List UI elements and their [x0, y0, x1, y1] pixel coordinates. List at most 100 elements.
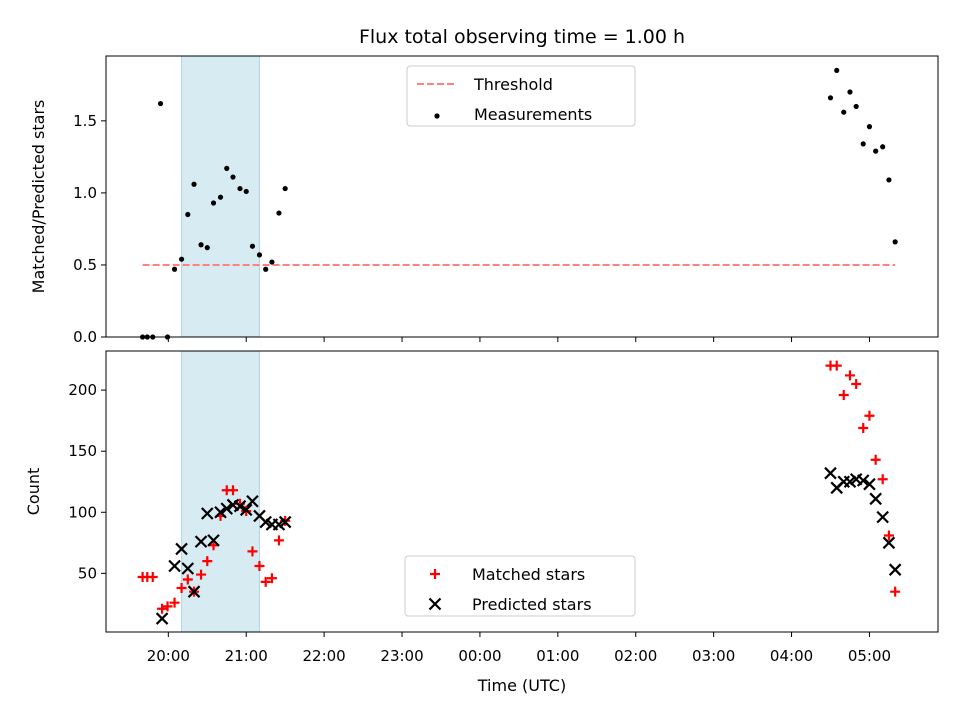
matched-stars-point: [273, 535, 284, 546]
measurement-point: [834, 67, 840, 74]
legend-box: [404, 555, 636, 617]
legend-label: Predicted stars: [472, 595, 592, 614]
matched-stars-point: [851, 378, 862, 389]
measurement-point: [249, 243, 256, 249]
measurement-point: [269, 259, 275, 265]
measurement-point: [185, 211, 191, 218]
predicted-stars-point: [200, 507, 214, 520]
legend-matched-swatch: [430, 569, 440, 579]
predicted-stars-point: [888, 563, 902, 576]
x-tick-label: 20:00: [147, 647, 190, 665]
measurement-point: [230, 174, 236, 180]
matched-stars-point: [883, 530, 894, 541]
predicted-stars-point: [214, 505, 227, 519]
predicted-stars-point: [239, 503, 253, 517]
predicted-stars-point: [233, 499, 247, 513]
measurement-point: [892, 239, 898, 245]
predicted-stars-point: [876, 510, 889, 524]
legend-label: Matched stars: [472, 565, 585, 584]
legend-measurement-swatch: [434, 113, 440, 119]
legend: Threshold Measurements: [406, 65, 636, 127]
measurement-point: [282, 185, 288, 192]
predicted-stars-point: [175, 542, 188, 556]
measurement-point: [866, 124, 873, 130]
y-tick-label: 150: [68, 442, 97, 460]
matched-stars-point: [266, 573, 277, 584]
axes-frame: [105, 55, 939, 338]
y-tick-label: 0.5: [73, 256, 97, 274]
legend: Matched stars Predicted stars: [404, 555, 636, 617]
x-tick-label: 22:00: [303, 647, 346, 665]
axes-frame: [105, 350, 939, 633]
x-tick-label: 04:00: [770, 647, 813, 665]
series-measurements: [140, 67, 898, 340]
observing-window-shading: [181, 350, 260, 633]
y-tick-label: 50: [78, 564, 97, 582]
measurement-point: [847, 89, 853, 95]
predicted-stars-point: [187, 585, 201, 598]
x-tick-label: 23:00: [380, 647, 423, 665]
x-tick-label: 01:00: [536, 647, 579, 665]
measurement-point: [880, 144, 886, 150]
bottom-panel-counts: 50 100 150 200 20:00 21:00 22:00 23:00 00:00 01:0…: [24, 350, 939, 665]
x-axis-label: Time (UTC): [477, 676, 566, 695]
matched-stars-point: [864, 410, 875, 421]
measurement-point: [853, 103, 859, 110]
measurement-point: [191, 181, 197, 187]
y-tick-label: 100: [68, 503, 97, 521]
y-tick-label: 200: [68, 381, 97, 399]
matched-stars-point: [202, 556, 213, 567]
matched-stars-point: [844, 370, 855, 381]
measurement-point: [827, 95, 834, 101]
x-tick-label: 02:00: [614, 647, 657, 665]
matched-stars-point: [196, 569, 207, 580]
x-tick-label: 00:00: [458, 647, 501, 665]
matched-stars-point: [162, 601, 173, 612]
measurement-point: [178, 256, 185, 262]
matched-stars-point: [877, 474, 888, 485]
measurement-point: [171, 266, 178, 272]
matched-stars-point: [831, 360, 842, 371]
matched-stars-point: [858, 422, 869, 433]
measurement-point: [217, 194, 224, 200]
measurement-point: [860, 141, 866, 147]
matched-stars-point: [157, 603, 168, 614]
measurement-point: [276, 210, 282, 216]
predicted-stars-point: [824, 466, 837, 480]
predicted-stars-point: [194, 535, 208, 548]
predicted-stars-point: [155, 612, 169, 625]
matched-stars-point: [838, 389, 849, 400]
predicted-stars-point: [168, 559, 181, 573]
matched-stars-point: [890, 586, 901, 597]
measurement-point: [873, 148, 879, 154]
measurement-point: [841, 109, 847, 115]
matched-stars-point: [247, 546, 258, 557]
predicted-stars-point: [869, 492, 882, 506]
measurement-point: [243, 188, 249, 195]
x-tick-label: 21:00: [225, 647, 268, 665]
predicted-stars-point: [882, 536, 896, 550]
matched-stars-point: [870, 454, 881, 465]
measurement-point: [886, 177, 892, 183]
predicted-stars-point: [278, 515, 292, 529]
predicted-stars-point: [181, 562, 195, 575]
matched-stars-point: [147, 572, 158, 583]
legend-label: Threshold: [473, 75, 553, 94]
predicted-stars-point: [246, 494, 259, 508]
predicted-stars-point: [207, 534, 220, 547]
matched-stars-point: [260, 576, 271, 587]
legend-label: Measurements: [474, 105, 592, 124]
x-tick-label: 05:00: [848, 647, 891, 665]
y-axis-label: Matched/Predicted stars: [29, 100, 48, 294]
matched-stars-point: [254, 561, 265, 572]
predicted-stars-point: [220, 502, 234, 515]
measurement-point: [256, 252, 263, 258]
legend-predicted-swatch: [428, 597, 442, 611]
y-axis-label: Count: [24, 468, 43, 516]
chart-title: Flux total observing time = 1.00 h: [359, 26, 685, 48]
y-tick-label: 1.0: [73, 184, 97, 202]
measurement-point: [224, 165, 230, 171]
predicted-stars-point: [863, 477, 876, 491]
matched-stars-point: [227, 485, 238, 496]
